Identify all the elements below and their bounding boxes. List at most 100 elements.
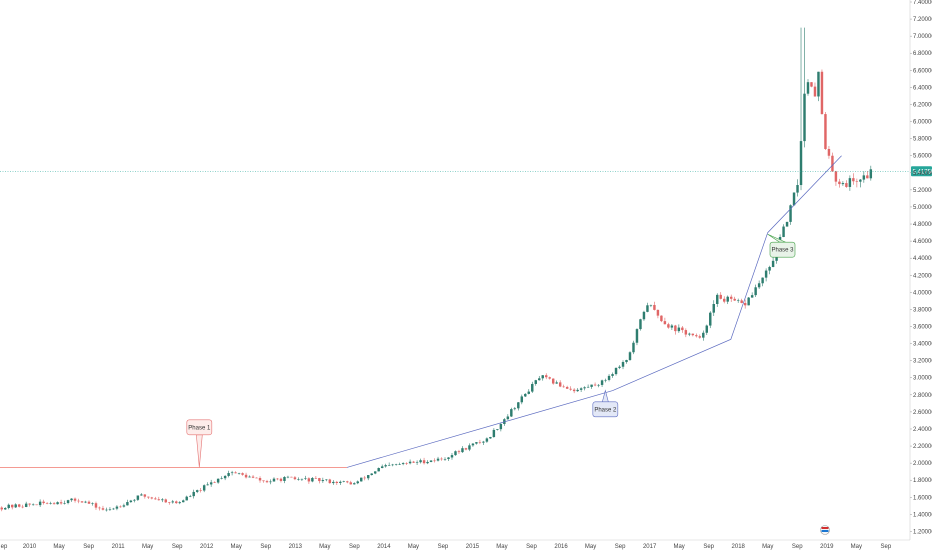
candle [168,501,171,505]
candle [747,297,750,306]
candle [813,82,817,97]
candle [723,296,726,304]
candle [817,71,820,102]
candle [733,296,736,301]
candle [635,328,639,346]
candle [59,499,63,505]
candle [408,459,412,465]
candle [806,79,810,96]
candle [122,503,126,508]
x-tick-label: Sep [615,544,626,550]
y-tick-label: 3.60000 [913,325,932,331]
candle [768,265,771,275]
candle [4,507,7,510]
candle [199,488,202,493]
candle [848,175,852,191]
candle [328,478,332,484]
candle [810,82,813,88]
candle [216,478,220,484]
candle [387,462,391,466]
annotation-text: Phase 1 [188,425,211,431]
candle [520,394,524,405]
last-price-line: 5.41750 [0,166,932,177]
y-tick-label: 1.40000 [913,512,932,518]
x-tick-label: Sep [703,544,714,550]
candle [827,146,831,159]
x-tick-label: Sep [83,544,94,550]
candle [565,385,569,390]
y-tick-label: 6.80000 [913,51,932,57]
x-tick-label: May [851,544,862,550]
candle [126,499,129,506]
candle [660,315,663,323]
annotation-phase-2: Phase 2 [592,389,619,418]
candle [223,475,227,481]
candle [527,389,530,395]
y-tick-label: 5.80000 [913,137,932,143]
candle [314,476,318,479]
candle [513,407,517,411]
candle [237,472,241,475]
candle [353,482,356,485]
candle [796,179,799,197]
candle [17,503,21,508]
candle [342,480,346,483]
y-tick-label: 5.20000 [913,188,932,194]
candle [108,507,112,512]
candle [279,477,283,483]
candle [468,443,471,452]
x-tick-label: 2018 [732,544,746,550]
candle [98,506,101,511]
candle [70,498,73,502]
candle [558,380,562,388]
candle [412,460,415,464]
candle [838,178,841,188]
candle [841,181,845,186]
y-tick-label: 6.60000 [913,68,932,74]
candle [147,496,150,499]
y-tick-label: 3.20000 [913,359,932,365]
y-tick-label: 7.00000 [913,34,932,40]
candle [646,302,649,313]
candle [363,475,366,481]
candle [230,470,234,476]
candle [262,480,265,483]
candle [499,422,503,432]
candle [681,325,684,333]
y-tick-label: 2.00000 [913,461,932,467]
candle [461,446,464,454]
y-tick-label: 2.80000 [913,393,932,399]
y-tick-label: 4.60000 [913,239,932,245]
candle [269,479,272,485]
candle [154,496,157,500]
candle [276,478,279,481]
candle [618,365,621,370]
candle [492,428,496,438]
candle [436,456,440,462]
x-tick-label: Sep [260,544,271,550]
y-tick-label: 1.60000 [913,495,932,501]
candle [66,499,70,505]
candle [415,460,419,466]
candle [251,474,255,479]
candle [384,463,387,468]
candle [614,367,618,376]
y-tick-label: 7.20000 [913,17,932,23]
candle [698,334,702,339]
candle [286,475,290,479]
candle [202,484,206,493]
candle [695,333,698,338]
candle [140,493,143,496]
candle [579,387,583,393]
candle [761,277,764,287]
candle [538,375,541,381]
candle [241,472,244,476]
candle [478,439,482,445]
candle [56,501,59,505]
candle [38,499,42,508]
trendline-path [346,155,842,468]
candle [691,333,695,337]
candle [304,475,307,480]
candle [709,311,712,329]
